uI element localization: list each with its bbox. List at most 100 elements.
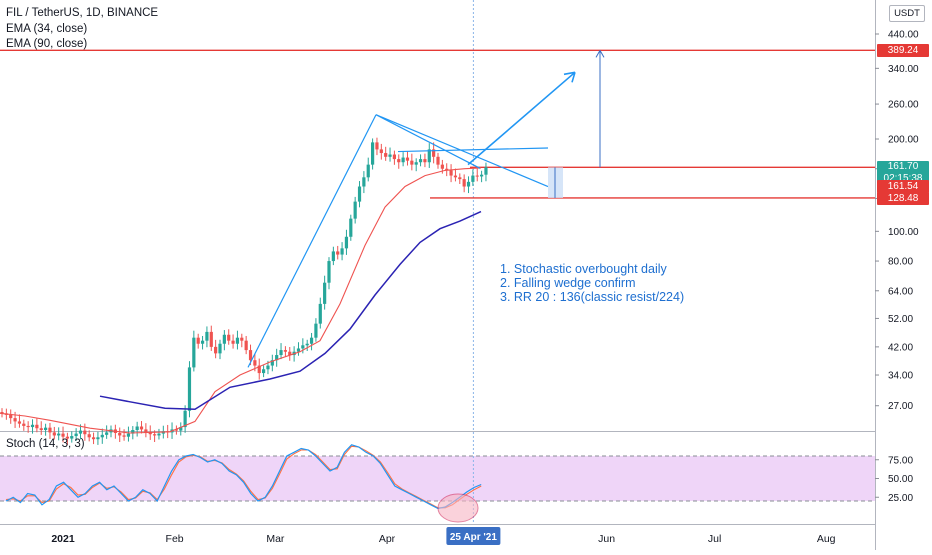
candle-body xyxy=(288,351,292,356)
price-tag: 161.54 xyxy=(877,180,929,193)
candle-body xyxy=(327,261,331,283)
stoch-tick-label: 25.00 xyxy=(888,493,913,504)
time-tick-label: Feb xyxy=(166,533,184,545)
candle-body xyxy=(222,334,226,344)
candle-body xyxy=(17,421,22,424)
candle-body xyxy=(200,340,205,344)
stop-callout: −31.94 (−19.91%) −3194 xyxy=(490,200,619,212)
candle-body xyxy=(105,432,109,435)
breakout-arrow-head xyxy=(563,71,576,83)
candle-body xyxy=(336,251,340,255)
stoch-tick-label: 75.00 xyxy=(888,455,913,466)
crosshair-date-label: 25 Apr '21 xyxy=(450,532,497,543)
candle-body xyxy=(270,360,274,366)
price-tick-label: 27.00 xyxy=(888,401,913,412)
breakout-arrow xyxy=(467,71,576,166)
target-measure-arrow xyxy=(595,50,605,58)
ema90-line xyxy=(99,210,482,410)
candle-body xyxy=(187,367,192,411)
candle-body xyxy=(453,175,458,178)
candle-body xyxy=(366,164,370,178)
stoch-band xyxy=(0,456,875,501)
candle-body xyxy=(179,427,183,431)
ema34-legend: EMA (34, close) xyxy=(6,23,88,35)
note-item: 2. Falling wedge confirm xyxy=(500,276,636,290)
candle-body xyxy=(148,432,152,435)
candle-body xyxy=(305,343,309,346)
candle-body xyxy=(410,160,414,165)
price-tick-label: 42.00 xyxy=(888,342,913,353)
price-tick-label: 340.00 xyxy=(888,64,919,75)
candle-body xyxy=(174,429,178,431)
candle-body xyxy=(484,167,488,175)
candle-body xyxy=(309,337,314,344)
price-tag-value: 389.24 xyxy=(887,45,919,57)
candle-body xyxy=(157,433,161,436)
candle-body xyxy=(344,236,349,249)
price-tag: 389.24 xyxy=(877,44,929,58)
candle-body xyxy=(240,337,244,341)
wedge-rise-line xyxy=(247,114,377,368)
candle-body xyxy=(235,337,240,344)
currency-button[interactable]: USDT xyxy=(889,5,925,22)
price-tag-value: 128.48 xyxy=(887,192,919,204)
candle-body xyxy=(414,162,418,165)
candle-body xyxy=(30,424,35,428)
candle-body xyxy=(139,426,144,430)
candle-body xyxy=(257,365,261,374)
candle-body xyxy=(266,365,270,370)
candle-body xyxy=(153,434,157,436)
wedge-upper-line xyxy=(375,114,481,169)
candle-body xyxy=(144,429,148,433)
candle-body xyxy=(91,437,96,440)
candle-body xyxy=(432,149,436,157)
ema34-line xyxy=(0,167,482,434)
candle-body xyxy=(70,436,74,439)
price-tag: 128.48 xyxy=(877,191,929,205)
candle-body xyxy=(436,156,440,165)
candle-body xyxy=(357,186,362,202)
price-tag-value: 161.70 xyxy=(887,161,919,173)
candle-body xyxy=(388,154,392,157)
candle-body xyxy=(418,159,423,163)
candle-body xyxy=(353,201,357,219)
candle-body xyxy=(445,168,449,171)
candle-body xyxy=(331,251,335,262)
candle-body xyxy=(78,430,83,434)
candle-body xyxy=(397,159,401,163)
time-tick-label: Jun xyxy=(598,533,615,545)
stoch-legend: Stoch (14, 3, 3) xyxy=(6,438,85,450)
candle-body xyxy=(262,369,266,374)
chart-title: FIL / TetherUS, 1D, BINANCE xyxy=(6,7,159,19)
note-item: 3. RR 20 : 136(classic resist/224) xyxy=(500,290,685,304)
candle-body xyxy=(48,427,52,433)
candle-body xyxy=(279,350,283,356)
candle-body xyxy=(314,323,318,338)
candle-body xyxy=(83,430,87,435)
candle-body xyxy=(22,423,26,426)
candle-body xyxy=(96,437,100,440)
notes-block: 1. Stochastic overbought daily 2. Fallin… xyxy=(500,262,684,304)
candle-body xyxy=(349,218,353,237)
candle-body xyxy=(318,303,322,324)
candle-body xyxy=(248,350,253,361)
candle-body xyxy=(0,412,4,414)
stoch-d-line xyxy=(5,445,482,509)
candle-body xyxy=(296,348,301,352)
wedge-base-line xyxy=(397,147,549,153)
candle-body xyxy=(35,424,39,429)
candle-body xyxy=(26,425,30,428)
candle-body xyxy=(253,360,257,366)
price-tick-label: 260.00 xyxy=(888,100,919,111)
candle-body xyxy=(218,343,222,354)
candle-body xyxy=(57,433,61,436)
time-tick-label: 2021 xyxy=(51,533,75,545)
candle-body xyxy=(231,340,235,344)
candle-body xyxy=(384,153,388,157)
candle-body xyxy=(471,175,475,182)
candle-body xyxy=(131,430,135,434)
candle-body xyxy=(13,418,17,422)
candle-body xyxy=(100,434,104,438)
price-tick-label: 34.00 xyxy=(888,371,913,382)
